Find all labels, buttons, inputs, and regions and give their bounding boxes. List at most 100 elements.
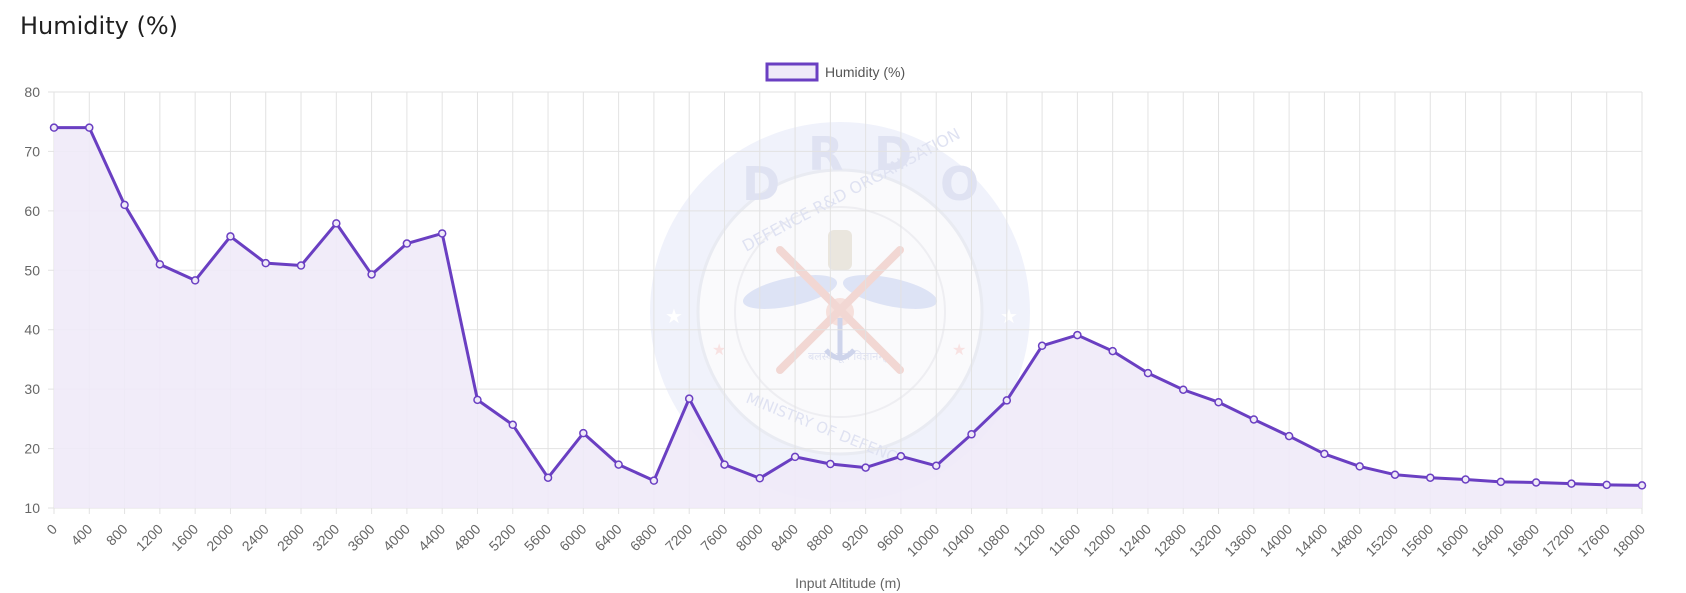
data-point[interactable] <box>1567 479 1576 488</box>
watermark-letter-o: O <box>940 157 979 211</box>
data-point[interactable] <box>614 460 623 469</box>
x-tick-label: 7200 <box>662 521 695 554</box>
data-point[interactable] <box>826 459 835 469</box>
x-tick-label: 8800 <box>803 521 836 554</box>
page-title: Humidity (%) <box>20 12 178 40</box>
data-point[interactable] <box>649 476 659 485</box>
chart-line-layer <box>54 126 1643 487</box>
data-point[interactable] <box>896 452 906 461</box>
data-point[interactable] <box>437 229 447 238</box>
x-tick-label: 13600 <box>1221 521 1260 560</box>
x-tick-label: 6400 <box>591 521 624 554</box>
x-tick-label: 11600 <box>1045 521 1083 559</box>
series-area-fill <box>54 127 1642 509</box>
y-tick-label: 80 <box>24 84 40 100</box>
svg-text:★: ★ <box>665 306 683 328</box>
x-tick-label: 12800 <box>1151 521 1190 560</box>
y-tick-label: 30 <box>24 381 40 397</box>
x-tick-label: 7600 <box>697 521 730 554</box>
x-tick-label: 2400 <box>239 521 272 554</box>
data-point[interactable] <box>1531 478 1541 487</box>
data-point[interactable] <box>1214 397 1223 407</box>
data-point[interactable] <box>1002 396 1012 405</box>
data-point[interactable] <box>1284 431 1294 441</box>
x-tick-label: 16400 <box>1468 521 1507 560</box>
data-point[interactable] <box>1249 415 1259 424</box>
x-tick-label: 10000 <box>903 521 942 560</box>
data-point[interactable] <box>790 452 800 462</box>
data-point[interactable] <box>1073 330 1082 340</box>
data-point[interactable] <box>861 463 870 472</box>
data-point[interactable] <box>296 261 306 270</box>
data-point[interactable] <box>473 395 482 405</box>
x-tick-label: 9200 <box>838 521 871 554</box>
data-point[interactable] <box>931 461 941 471</box>
y-tick-label: 20 <box>24 441 40 457</box>
chart-points-layer <box>49 123 1647 490</box>
legend-label[interactable]: Humidity (%) <box>825 64 905 80</box>
x-tick-label: 8400 <box>768 521 801 554</box>
data-point[interactable] <box>1461 475 1470 484</box>
x-tick-label: 10400 <box>939 521 978 560</box>
y-axis-ticks: 10 20 30 40 50 60 70 80 <box>24 84 40 516</box>
data-point[interactable] <box>1320 449 1329 459</box>
x-axis-ticks: 0 400 800 1200 1600 2000 2400 2800 3200 3600 4000 4… <box>43 521 1648 560</box>
data-point[interactable] <box>1143 368 1153 378</box>
x-tick-label: 14800 <box>1327 521 1366 560</box>
data-point[interactable] <box>967 430 976 439</box>
data-point[interactable] <box>1602 480 1611 490</box>
data-point[interactable] <box>332 219 341 228</box>
x-tick-label: 800 <box>103 521 131 549</box>
data-point[interactable] <box>1037 341 1047 351</box>
data-point[interactable] <box>1637 481 1647 490</box>
data-point[interactable] <box>85 123 94 132</box>
data-point[interactable] <box>1355 462 1364 471</box>
data-point[interactable] <box>226 232 235 241</box>
x-tick-label: 11200 <box>1010 521 1048 559</box>
data-point[interactable] <box>402 239 412 248</box>
data-point[interactable] <box>261 258 270 268</box>
x-tick-label: 4400 <box>415 521 448 554</box>
x-tick-label: 15200 <box>1362 521 1401 560</box>
data-point[interactable] <box>684 394 694 403</box>
x-tick-label: 14400 <box>1292 521 1331 560</box>
x-tick-label: 3200 <box>309 521 342 554</box>
x-tick-label: 16000 <box>1433 521 1472 560</box>
data-point[interactable] <box>1426 473 1435 482</box>
data-point[interactable] <box>1390 470 1400 479</box>
data-point[interactable] <box>543 473 553 482</box>
watermark-letter-d1: D <box>742 157 780 211</box>
x-tick-label: 14000 <box>1256 521 1295 560</box>
x-axis-title: Input Altitude (m) <box>795 575 901 591</box>
x-tick-label: 12000 <box>1080 521 1119 560</box>
data-point[interactable] <box>579 428 588 438</box>
watermark-letter-r: R <box>808 127 843 181</box>
watermark-inner-ring <box>734 206 946 418</box>
y-tick-label: 10 <box>24 500 40 516</box>
chart-legend[interactable]: Humidity (%) <box>765 62 905 82</box>
data-point[interactable] <box>755 474 765 483</box>
x-tick-label: 2800 <box>274 521 307 554</box>
data-point[interactable] <box>508 420 518 430</box>
legend-swatch[interactable] <box>765 62 819 82</box>
x-tick-label: 8000 <box>733 521 766 554</box>
data-point[interactable] <box>1496 477 1506 487</box>
data-point[interactable] <box>720 460 729 469</box>
x-tick-label: 0 <box>43 521 60 538</box>
chart-area-fill-layer <box>54 127 1642 509</box>
svg-text:★: ★ <box>952 342 966 359</box>
data-point[interactable] <box>120 200 129 210</box>
data-point[interactable] <box>155 260 165 269</box>
data-point[interactable] <box>190 276 200 285</box>
data-point[interactable] <box>1108 346 1117 356</box>
data-point[interactable] <box>1178 385 1188 394</box>
x-tick-label: 17200 <box>1539 521 1578 560</box>
data-point[interactable] <box>49 123 59 132</box>
x-tick-label: 5200 <box>486 521 519 554</box>
data-point[interactable] <box>367 270 376 279</box>
x-tick-label: 12400 <box>1115 521 1154 560</box>
x-tick-label: 9600 <box>874 521 907 554</box>
x-tick-label: 6800 <box>627 521 660 554</box>
